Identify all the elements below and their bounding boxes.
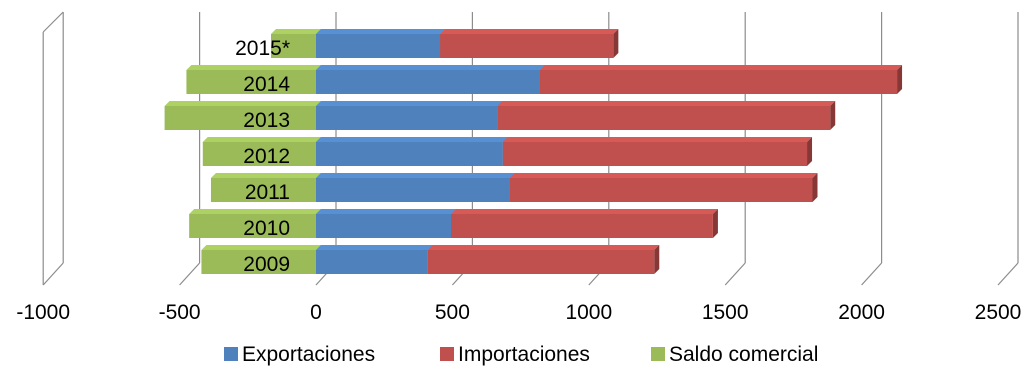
bar-importaciones-2010 [451,209,718,238]
bar-saldo-comercial-2014 [186,65,321,94]
axis-wall-top [42,11,64,33]
x-tick-label: 1000 [565,301,612,324]
gridline-floor [179,262,201,286]
category-label-2010: 2010 [243,217,290,240]
bar-exportaciones-2012 [316,137,508,166]
bar-saldo-comercial-2011 [210,173,321,202]
x-tick-label: 0 [310,301,322,324]
bars [164,29,903,274]
bar-exportaciones-2015* [316,29,446,58]
x-tick-label: 1500 [702,301,749,324]
x-tick-label: -500 [159,301,201,324]
legend-label: Saldo comercial [669,343,818,366]
bar-importaciones-2013 [497,101,836,130]
x-tick-label: 500 [435,301,470,324]
x-tick-label: -1000 [16,301,70,324]
legend-item: Saldo comercial [651,343,818,366]
gridline-floor [997,262,1019,286]
bar-exportaciones-2013 [316,101,503,130]
bar-importaciones-2015* [440,29,619,58]
legend-swatch [224,347,238,361]
gridline-floor [861,262,883,286]
legend-swatch [440,347,454,361]
bar-exportaciones-2014 [316,65,545,94]
legend-label: Importaciones [458,343,590,366]
x-tick-label: 2000 [838,301,885,324]
category-label-2011: 2011 [245,181,290,204]
x-axis-tick-labels: -1000 -500 0 500 1000 1500 2000 2500 [16,301,1021,324]
legend-label: Exportaciones [242,343,375,366]
bar-exportaciones-2009 [316,245,433,274]
bar-exportaciones-2011 [316,173,515,202]
x-tick-label: 2500 [975,301,1022,324]
legend-swatch [651,347,665,361]
category-label-2009: 2009 [243,253,290,276]
bar-importaciones-2014 [539,65,903,94]
bar-importaciones-2012 [502,137,813,166]
category-label-2012: 2012 [243,145,290,168]
gridline-floor [42,262,64,286]
legend-item: Exportaciones [224,343,375,366]
category-labels: 2009 2010 2011 2012 2013 2014 2015* [235,37,290,276]
bar-exportaciones-2010 [316,209,457,238]
category-label-2014: 2014 [243,73,290,96]
bar-importaciones-2011 [509,173,818,202]
legend-item: Importaciones [440,343,590,366]
bar-saldo-comercial-2013 [164,101,321,130]
legend: Exportaciones Importaciones Saldo comercia… [224,343,818,366]
category-label-2013: 2013 [243,109,290,132]
gridline-floor [724,262,746,286]
bar-importaciones-2009 [427,245,660,274]
category-label-2015*: 2015* [235,37,290,60]
